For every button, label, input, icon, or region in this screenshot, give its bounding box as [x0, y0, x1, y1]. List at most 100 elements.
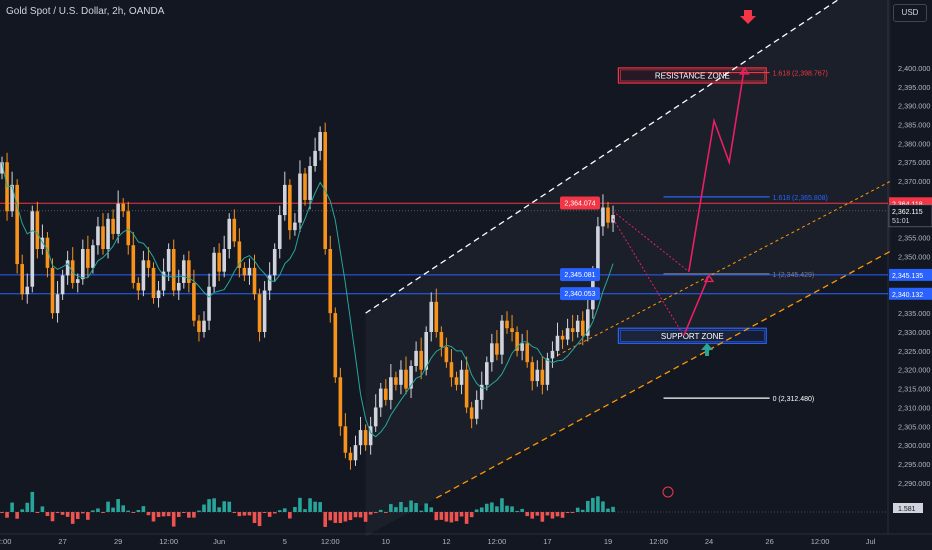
- candle: [262, 290, 267, 332]
- indicator-bar: [363, 512, 368, 522]
- indicator-bar: [262, 512, 267, 513]
- indicator-bar: [510, 506, 514, 512]
- indicator-bar: [288, 512, 292, 519]
- candle: [580, 320, 585, 336]
- indicator-bar: [96, 508, 100, 512]
- candle: [313, 150, 317, 166]
- indicator-bar: [303, 509, 307, 512]
- y-tick-label: 2,380.000: [898, 139, 930, 148]
- indicator-bar: [247, 512, 252, 516]
- candle: [414, 350, 418, 366]
- indicator-bar: [166, 512, 171, 517]
- candle: [272, 249, 277, 276]
- axis-price-tag-label: 2,340.132: [892, 292, 923, 299]
- candle: [242, 267, 247, 276]
- indicator-bar: [515, 510, 519, 512]
- candle: [555, 335, 560, 351]
- indicator-bar: [323, 512, 327, 527]
- indicator-bar: [50, 512, 55, 522]
- indicator-bar: [500, 498, 504, 512]
- indicator-bar: [444, 512, 449, 522]
- x-tick-label: 12: [442, 537, 450, 546]
- indicator-bar: [308, 498, 312, 512]
- candle: [419, 350, 423, 370]
- candle: [45, 237, 50, 268]
- candle: [500, 320, 504, 355]
- candle: [55, 294, 60, 314]
- indicator-bar: [207, 499, 211, 512]
- candle: [35, 211, 40, 249]
- indicator-bar: [601, 501, 605, 512]
- indicator-bar: [30, 491, 35, 512]
- support-zone-label: SUPPORT ZONE: [661, 332, 724, 341]
- moving-average-line: [1, 162, 614, 438]
- candle: [479, 384, 484, 400]
- indicator-bar: [65, 512, 70, 517]
- candle: [207, 286, 211, 321]
- indicator-bar: [474, 509, 479, 512]
- indicator-bar: [192, 512, 196, 518]
- candle: [10, 184, 14, 212]
- y-tick-label: 2,290.000: [898, 479, 930, 488]
- candle: [182, 260, 186, 283]
- axis-price-tag: [889, 268, 932, 281]
- indicator-bar: [197, 510, 201, 512]
- axis-price-tag-label: 2,345.135: [892, 273, 923, 280]
- candle: [141, 260, 146, 291]
- indicator-bar: [40, 506, 45, 512]
- indicator-bar: [101, 512, 105, 513]
- arrow-head: [703, 274, 715, 283]
- current-price-tag: [888, 204, 932, 228]
- indicator-bar: [5, 512, 9, 518]
- candle: [444, 347, 449, 363]
- x-tick-label: 26: [765, 537, 773, 546]
- indicator-tag: [893, 503, 923, 513]
- candle: [197, 320, 201, 332]
- candle: [106, 218, 110, 249]
- indicator-bar: [146, 512, 151, 516]
- candle: [30, 211, 35, 287]
- indicator-bar: [469, 512, 474, 518]
- candle: [202, 320, 206, 332]
- y-tick-label: 2,350.000: [898, 253, 930, 262]
- candle: [601, 207, 605, 227]
- y-tick-label: 2,295.000: [898, 460, 930, 469]
- candle: [540, 369, 545, 385]
- indicator-bar: [237, 512, 242, 517]
- price-callout-label: 2,340.053: [564, 291, 595, 298]
- candle: [545, 358, 550, 385]
- indicator-bar: [176, 512, 181, 517]
- currency-button[interactable]: USD: [893, 4, 927, 22]
- indicator-bar: [368, 512, 373, 515]
- candle: [86, 249, 90, 268]
- current-price-label: 2,362.115: [892, 209, 923, 216]
- indicator-bar: [136, 509, 141, 512]
- candle: [570, 328, 575, 332]
- candle: [449, 362, 454, 378]
- indicator-bar: [535, 512, 540, 516]
- x-tick-label: 29: [114, 537, 122, 546]
- candle: [136, 282, 141, 291]
- candle: [464, 369, 469, 408]
- indicator-bar: [606, 508, 610, 512]
- indicator-bar: [495, 506, 499, 512]
- candle: [111, 218, 115, 234]
- x-tick-label: 10: [382, 537, 390, 546]
- indicator-bar: [141, 506, 146, 512]
- candle: [495, 343, 499, 355]
- indicator-bar: [318, 502, 322, 512]
- candle: [267, 275, 272, 291]
- candle: [454, 377, 459, 385]
- candle: [298, 173, 302, 223]
- y-tick-label: 2,390.000: [898, 102, 930, 111]
- fib-label: 0 (2,312.480): [773, 396, 815, 403]
- channel-lower-line: [435, 250, 892, 499]
- candle: [409, 365, 413, 389]
- indicator-bar: [560, 512, 565, 518]
- candle: [424, 332, 428, 370]
- sell-arrow-icon: [740, 10, 756, 24]
- indicator-bar: [283, 508, 287, 512]
- indicator-bar: [419, 510, 423, 512]
- candle: [91, 245, 95, 268]
